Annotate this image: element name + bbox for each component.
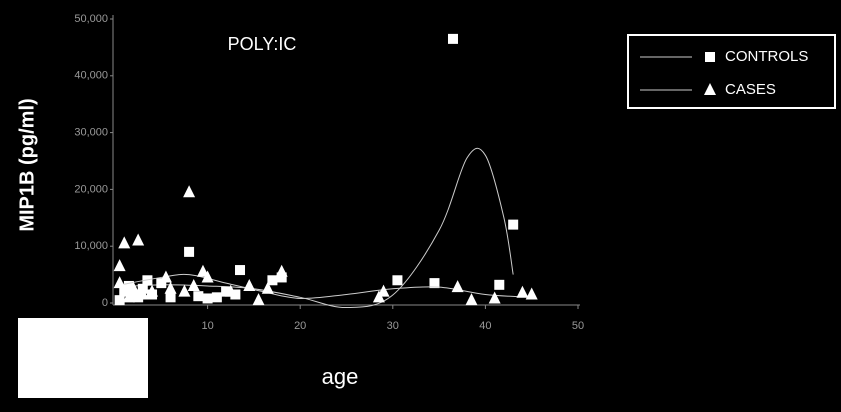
data-point — [132, 233, 145, 246]
y-tick-label: 30,000 — [74, 127, 108, 139]
trend-line — [114, 273, 532, 299]
data-point — [243, 278, 256, 291]
data-point — [252, 293, 265, 306]
data-point — [516, 285, 529, 298]
data-point — [202, 293, 213, 304]
data-point — [465, 293, 478, 306]
blank-box — [18, 318, 148, 398]
x-axis-label: age — [322, 364, 359, 389]
data-point — [193, 291, 204, 302]
chart-title: POLY:IC — [228, 34, 297, 54]
x-tick-label: 50 — [572, 320, 584, 332]
data-point — [494, 279, 505, 290]
data-point — [201, 270, 214, 283]
data-point — [447, 33, 458, 44]
y-tick-label: 0 — [102, 297, 108, 309]
trend-line — [114, 147, 514, 309]
data-point — [159, 270, 172, 283]
data-point — [136, 287, 149, 300]
data-point — [146, 284, 159, 297]
legend-marker — [704, 83, 716, 95]
data-point — [118, 236, 131, 249]
data-point — [164, 281, 177, 294]
data-point — [392, 275, 403, 286]
data-point — [114, 295, 125, 306]
data-point — [224, 284, 237, 297]
data-point — [119, 286, 130, 297]
legend-box — [627, 34, 836, 109]
data-point — [211, 292, 222, 303]
data-point — [429, 278, 440, 289]
y-tick-label: 20,000 — [74, 183, 108, 195]
legend-label: CASES — [725, 81, 776, 98]
data-point — [221, 286, 232, 297]
data-point — [275, 264, 288, 277]
data-point — [178, 284, 191, 297]
data-point — [113, 276, 126, 289]
y-tick-label: 40,000 — [74, 70, 108, 82]
data-point — [235, 265, 246, 276]
y-tick-label: 10,000 — [74, 240, 108, 252]
x-tick-label: 10 — [201, 320, 213, 332]
data-point — [184, 246, 195, 257]
data-point — [377, 284, 390, 297]
data-point — [156, 278, 167, 289]
y-tick-label: 50,000 — [74, 13, 108, 25]
data-point — [123, 280, 134, 291]
legend-marker — [705, 52, 715, 62]
data-point — [113, 259, 126, 272]
data-point — [261, 281, 274, 294]
data-point — [508, 219, 519, 230]
data-point — [488, 291, 501, 304]
x-tick-label: 40 — [479, 320, 491, 332]
data-point — [451, 280, 464, 293]
data-point — [127, 281, 140, 294]
x-tick-label: 30 — [387, 320, 399, 332]
legend-label: CONTROLS — [725, 48, 808, 65]
data-point — [267, 275, 278, 286]
data-point — [183, 185, 196, 198]
data-point — [187, 278, 200, 291]
data-point — [165, 292, 176, 303]
data-point — [525, 287, 538, 300]
data-point — [276, 272, 287, 283]
data-point — [122, 290, 135, 303]
y-axis-label: MIP1B (pg/ml) — [16, 98, 38, 231]
x-tick-label: 20 — [294, 320, 306, 332]
